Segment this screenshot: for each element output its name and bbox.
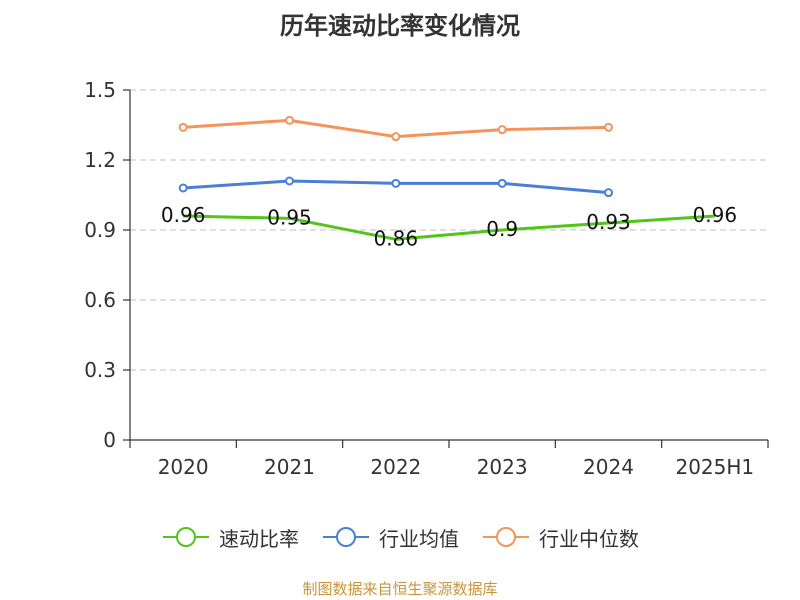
- y-tick-label: 0: [103, 428, 116, 452]
- legend-label: 行业中位数: [539, 526, 639, 551]
- x-tick-label: 2025H1: [675, 455, 754, 479]
- grid-lines: [130, 89, 768, 371]
- data-labels: 0.96 0.95 0.86 0.9 0.93 0.96: [161, 203, 737, 250]
- x-tick-label: 2021: [264, 455, 315, 479]
- chart-title: 历年速动比率变化情况: [280, 12, 520, 40]
- data-point: [391, 178, 401, 188]
- legend-label: 速动比率: [219, 526, 299, 551]
- y-tick-label: 0.6: [84, 288, 116, 312]
- data-point: [391, 132, 401, 142]
- legend-marker-icon: [483, 527, 529, 547]
- series-line: [183, 214, 715, 241]
- y-tick-label: 1.5: [84, 78, 116, 102]
- data-point: [178, 122, 188, 132]
- x-tick-label: 2024: [583, 455, 634, 479]
- y-tick-label: 1.2: [84, 148, 116, 172]
- series-lines: [178, 115, 715, 241]
- data-label: 0.96: [693, 203, 738, 227]
- data-point: [285, 176, 294, 186]
- data-point: [604, 122, 613, 132]
- axes: 0 0.3 0.6 0.9 1.2 1.5 2020 2021 2022 2023 2024 2025…: [84, 78, 769, 479]
- data-point: [497, 178, 507, 188]
- x-tick-label: 2023: [477, 455, 528, 479]
- data-label: 0.93: [586, 210, 631, 234]
- y-tick-label: 0.3: [84, 358, 116, 382]
- data-label: 0.86: [374, 226, 419, 250]
- data-point: [285, 115, 294, 125]
- data-label: 0.95: [267, 205, 312, 229]
- legend-item: 行业均值: [321, 523, 459, 552]
- legend-label: 行业均值: [379, 526, 459, 551]
- legend-item: 速动比率: [161, 523, 299, 552]
- x-tick-label: 2022: [370, 455, 421, 479]
- data-point: [497, 125, 507, 135]
- data-point: [604, 188, 613, 198]
- data-point: [178, 183, 188, 193]
- legend-item: 行业中位数: [481, 523, 639, 552]
- legend-marker-icon: [323, 527, 369, 547]
- source-note: 制图数据来自恒生聚源数据库: [302, 580, 498, 598]
- data-label: 0.9: [486, 217, 518, 241]
- data-label: 0.96: [161, 203, 206, 227]
- legend-marker-icon: [163, 527, 209, 547]
- x-tick-label: 2020: [158, 455, 209, 479]
- legend: 速动比率 行业均值 行业中位数: [0, 520, 800, 554]
- y-tick-label: 0.9: [84, 218, 116, 242]
